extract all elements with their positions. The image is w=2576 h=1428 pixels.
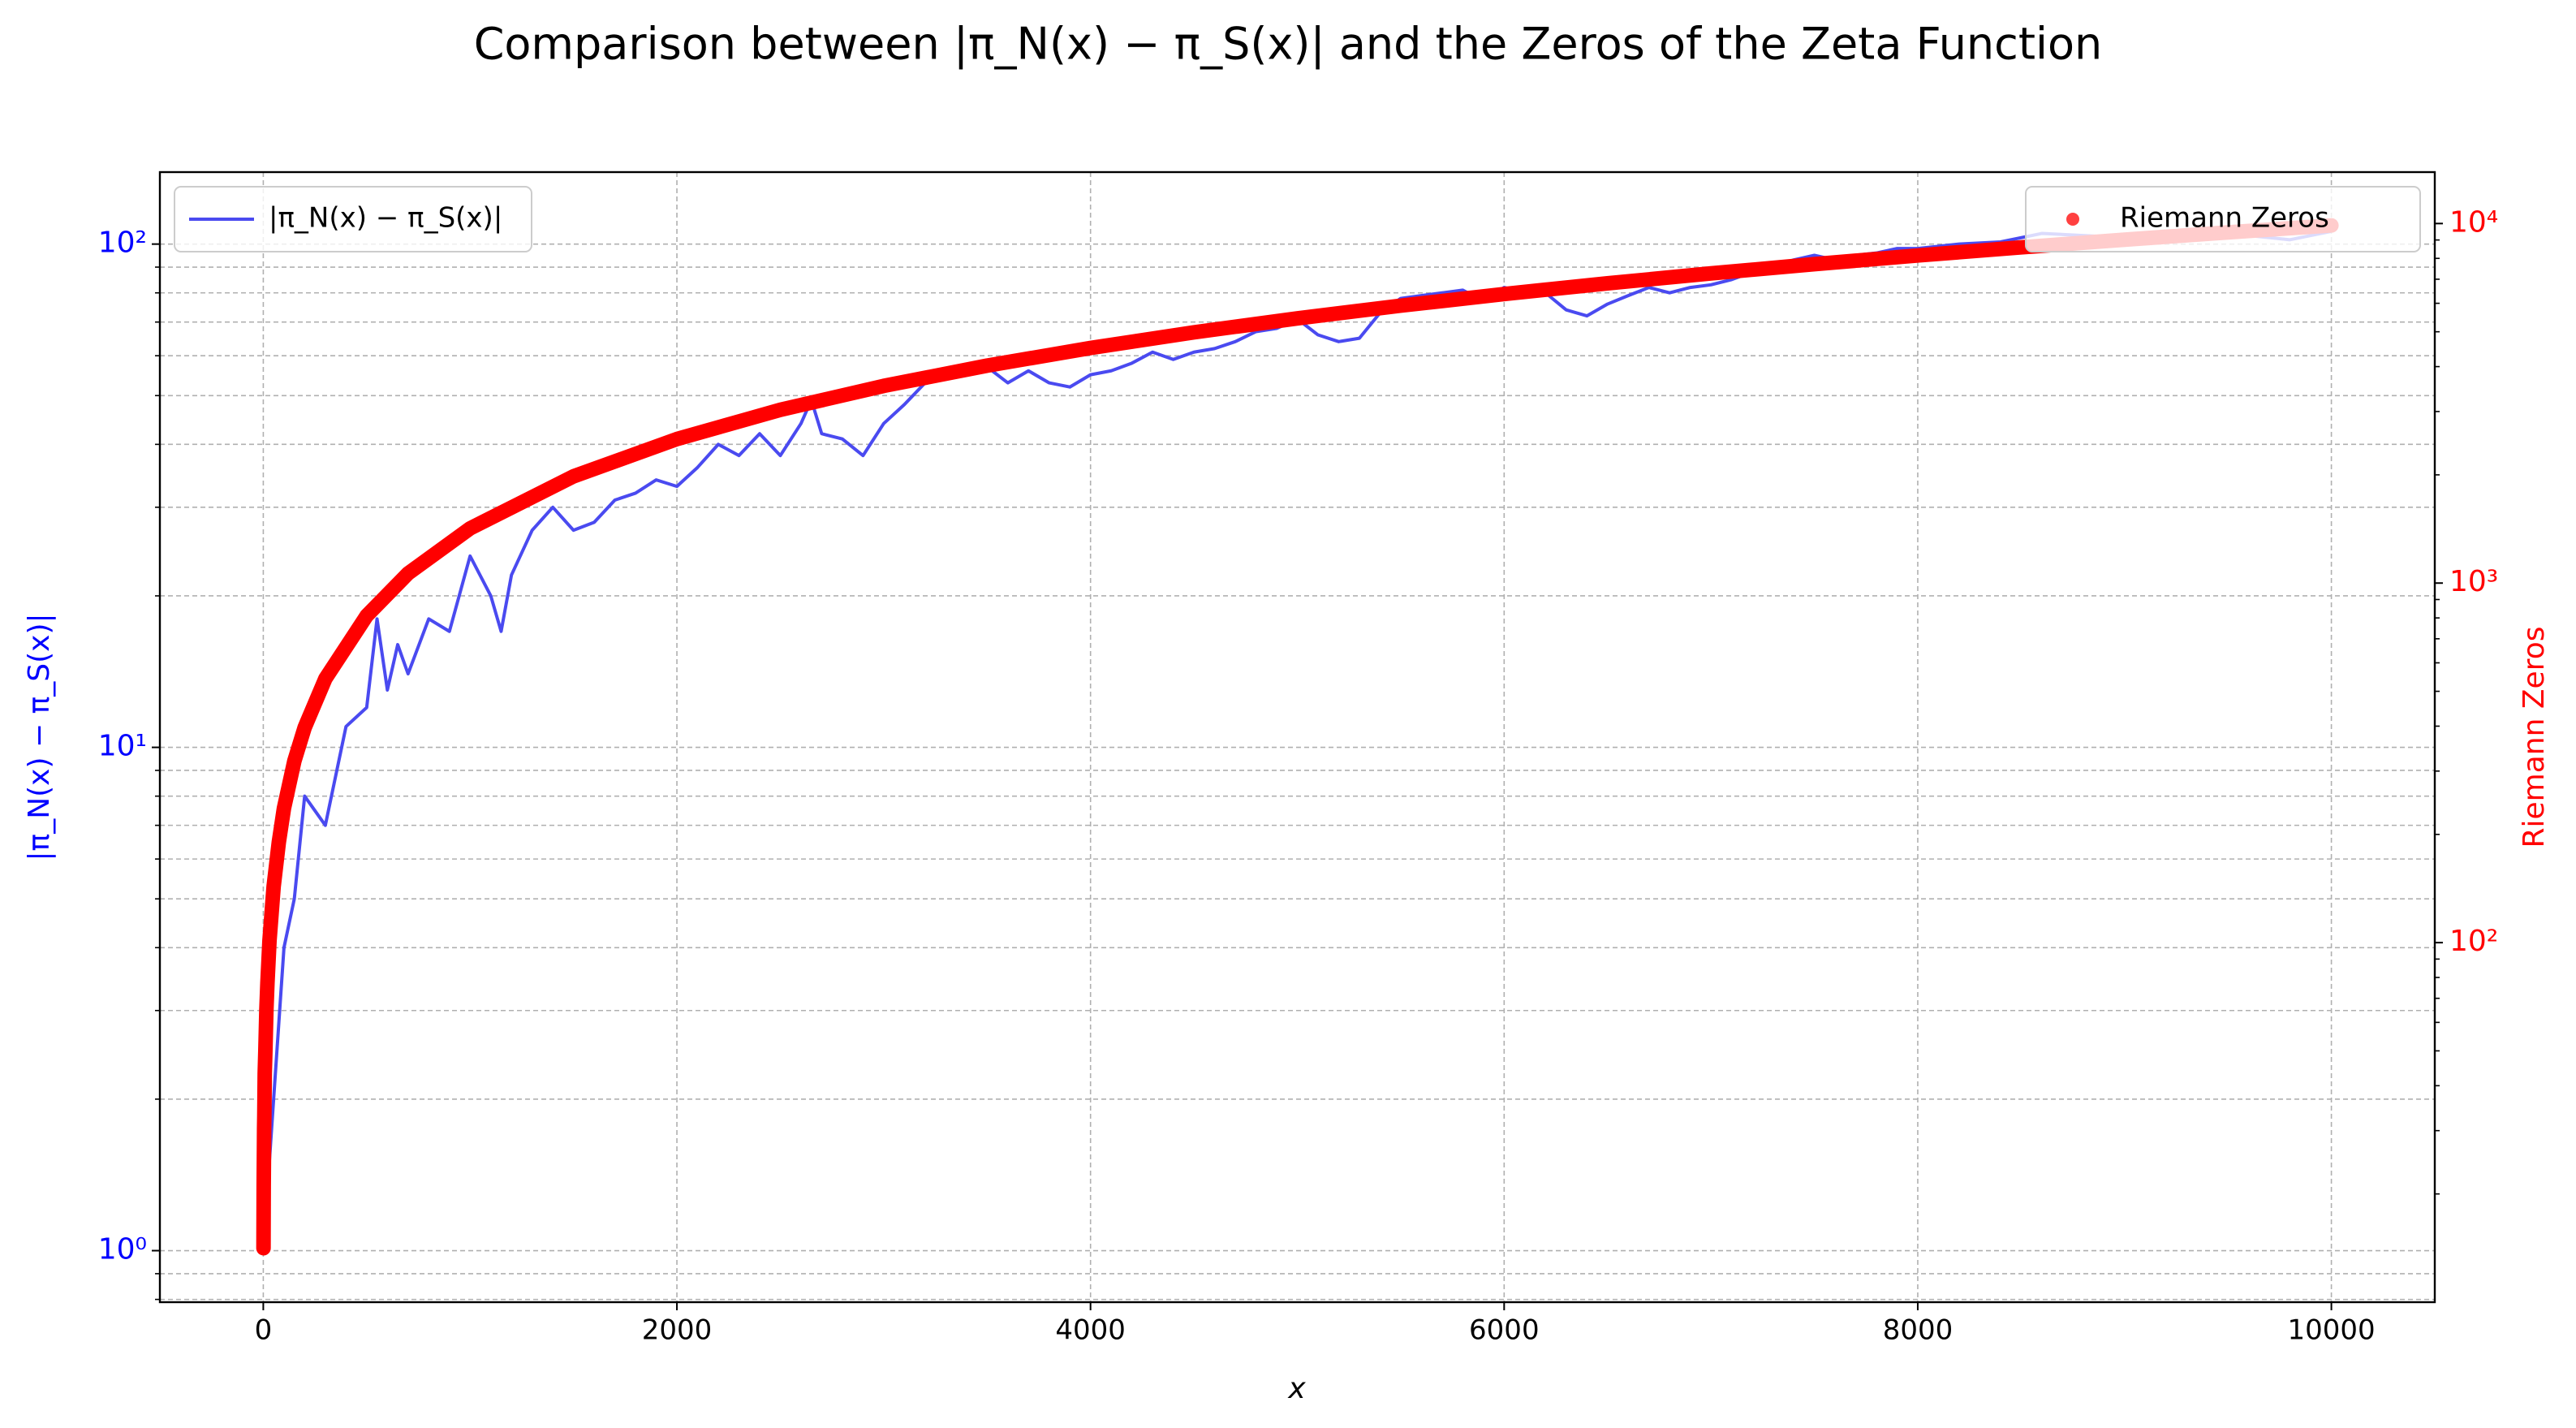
legend-label: Riemann Zeros [2120,202,2329,235]
x-tick-label: 4000 [1055,1314,1126,1347]
scatter-point [401,567,415,580]
y-axis-label: |π_N(x) − π_S(x)| [23,613,56,861]
x-tick-label: 6000 [1469,1314,1540,1347]
scatter-point [1187,326,1201,339]
scatter-point [260,1003,274,1016]
y-tick-label: 10⁰ [98,1233,147,1266]
scatter-point [257,1109,271,1123]
scatter-point [257,1152,271,1166]
scatter-point [298,721,312,735]
scatter-point [566,469,580,483]
plot-area [256,218,2339,1256]
scatter-point [1704,266,1718,280]
scatter-point [263,934,277,947]
scatter-point [272,835,286,849]
y2-axis-label: Riemann Zeros [2518,627,2551,848]
scatter-point [318,672,332,686]
scatter-point [1290,312,1304,326]
y2-tick-label: 10³ [2449,565,2498,598]
legend-label: |π_N(x) − π_S(x)| [269,202,502,235]
y-tick-label: 10² [98,226,147,260]
scatter-point [257,1122,271,1136]
x-axis-label: x [1287,1372,1306,1405]
x-tick-label: 10000 [2288,1314,2376,1347]
scatter-point [1497,287,1511,301]
scatter-point [256,1180,270,1193]
scatter-point [277,801,291,815]
chart-title: Comparison between |π_N(x) − π_S(x)| and… [474,19,2103,70]
legend-swatch [2066,213,2079,226]
scatter-point [463,521,477,535]
legend-box [174,186,532,252]
scatter-point [287,754,301,768]
data-line [261,230,2332,1251]
y2-tick-label: 10² [2449,925,2498,958]
scatter-point [267,880,281,894]
scatter-point [360,609,373,623]
x-tick-label: 0 [255,1314,273,1347]
scatter-point [2014,240,2028,254]
scatter-point [877,379,890,393]
scatter-point [1807,257,1821,271]
x-tick-label: 8000 [1883,1314,1954,1347]
scatter-point [670,432,684,446]
plot-frame [158,170,2436,1304]
x-tick-label: 2000 [642,1314,713,1347]
scatter-point [258,1045,272,1059]
scatter-trail [256,218,2339,1256]
scatter-point [980,359,994,373]
scatter-point [1600,277,1614,291]
scatter-point [261,977,274,990]
scatter-point [1083,341,1097,355]
y2-tick-label: 10⁴ [2449,205,2498,239]
y-tick-label: 10¹ [98,730,147,763]
scatter-point [256,1241,270,1255]
scatter-point [1910,248,1924,262]
scatter-point [258,1066,272,1080]
legend-box [2025,186,2421,252]
scatter-point [773,403,787,416]
scatter-point [1394,299,1407,313]
